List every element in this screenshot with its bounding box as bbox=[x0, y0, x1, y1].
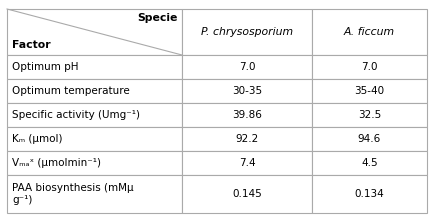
Text: Specie: Specie bbox=[138, 13, 178, 23]
Text: 0.134: 0.134 bbox=[355, 189, 385, 199]
Text: 39.86: 39.86 bbox=[232, 110, 262, 120]
Bar bbox=[182, 79, 312, 103]
Bar bbox=[182, 127, 312, 151]
Text: 7.0: 7.0 bbox=[361, 62, 378, 72]
Text: 0.145: 0.145 bbox=[232, 189, 262, 199]
Text: P. chrysosporium: P. chrysosporium bbox=[201, 27, 293, 37]
Text: 30-35: 30-35 bbox=[232, 86, 262, 96]
Bar bbox=[7, 127, 182, 151]
Text: 32.5: 32.5 bbox=[358, 110, 381, 120]
Bar bbox=[182, 175, 312, 213]
Text: 92.2: 92.2 bbox=[235, 134, 259, 144]
Text: Factor: Factor bbox=[12, 40, 51, 50]
Text: 4.5: 4.5 bbox=[361, 158, 378, 168]
Bar bbox=[7, 175, 182, 213]
Text: 35-40: 35-40 bbox=[355, 86, 385, 96]
Bar bbox=[312, 55, 427, 79]
Text: A. ficcum: A. ficcum bbox=[344, 27, 395, 37]
Bar bbox=[312, 79, 427, 103]
Bar bbox=[7, 79, 182, 103]
Bar bbox=[312, 9, 427, 55]
Bar bbox=[182, 103, 312, 127]
Bar bbox=[312, 151, 427, 175]
Bar bbox=[7, 9, 182, 55]
Bar bbox=[7, 55, 182, 79]
Text: Optimum temperature: Optimum temperature bbox=[12, 86, 130, 96]
Text: 7.4: 7.4 bbox=[239, 158, 255, 168]
Bar bbox=[7, 103, 182, 127]
Text: Specific activity (Umg⁻¹): Specific activity (Umg⁻¹) bbox=[12, 110, 140, 120]
Text: Kₘ (μmol): Kₘ (μmol) bbox=[12, 134, 62, 144]
Bar bbox=[182, 55, 312, 79]
Bar bbox=[312, 103, 427, 127]
Text: Optimum pH: Optimum pH bbox=[12, 62, 79, 72]
Bar bbox=[312, 175, 427, 213]
Bar bbox=[182, 151, 312, 175]
Text: PAA biosynthesis (mMμ
g⁻¹): PAA biosynthesis (mMμ g⁻¹) bbox=[12, 183, 134, 205]
Bar bbox=[7, 151, 182, 175]
Text: 7.0: 7.0 bbox=[239, 62, 255, 72]
Text: Vₘₐˣ (μmolmin⁻¹): Vₘₐˣ (μmolmin⁻¹) bbox=[12, 158, 101, 168]
Text: 94.6: 94.6 bbox=[358, 134, 381, 144]
Bar bbox=[312, 127, 427, 151]
Bar bbox=[182, 9, 312, 55]
